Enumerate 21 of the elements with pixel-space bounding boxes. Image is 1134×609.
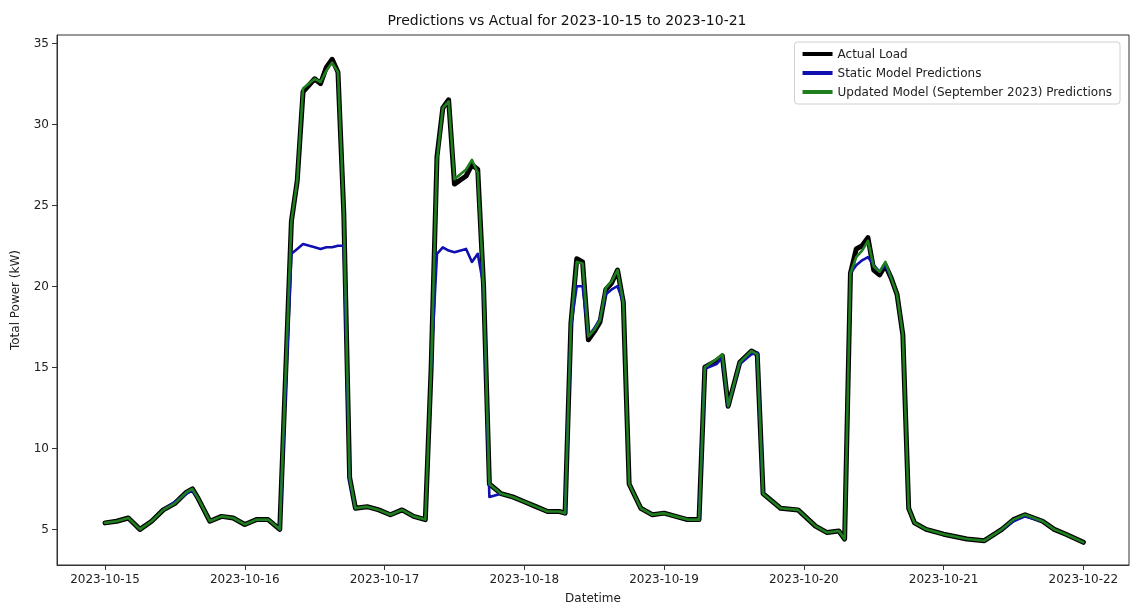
x-tick-label: 2023-10-15 bbox=[70, 572, 140, 586]
x-axis-title: Datetime bbox=[565, 591, 621, 605]
chart-title: Predictions vs Actual for 2023-10-15 to 2023-10-21 bbox=[387, 12, 747, 28]
legend-label: Updated Model (September 2023) Predictions bbox=[837, 85, 1113, 99]
x-tick-label: 2023-10-17 bbox=[349, 572, 420, 586]
y-tick-label: 15 bbox=[33, 360, 49, 375]
y-tick-label: 10 bbox=[33, 441, 49, 456]
y-tick-label: 5 bbox=[41, 522, 49, 537]
legend-label: Static Model Predictions bbox=[837, 66, 982, 80]
x-tick-label: 2023-10-18 bbox=[489, 572, 560, 586]
y-axis-title: Total Power (kW) bbox=[8, 249, 22, 352]
x-tick-label: 2023-10-21 bbox=[908, 572, 979, 586]
y-tick-label: 30 bbox=[33, 117, 49, 132]
y-tick-label: 35 bbox=[33, 36, 49, 51]
y-tick-label: 20 bbox=[33, 279, 49, 294]
x-tick-label: 2023-10-19 bbox=[629, 572, 699, 586]
y-tick-label: 25 bbox=[33, 198, 49, 213]
x-tick-label: 2023-10-22 bbox=[1048, 572, 1119, 586]
x-tick-label: 2023-10-20 bbox=[768, 572, 839, 586]
x-tick-label: 2023-10-16 bbox=[209, 572, 280, 586]
legend-label: Actual Load bbox=[837, 47, 908, 61]
